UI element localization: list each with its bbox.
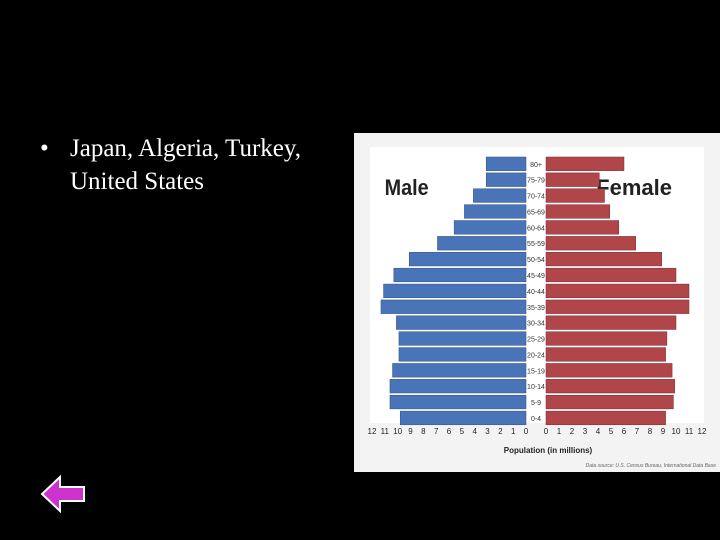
age-group-label: 5-9: [531, 400, 541, 407]
male-bar: [380, 299, 527, 314]
x-tick-label: 1: [511, 427, 516, 436]
male-bar: [437, 236, 527, 251]
x-tick-label: 3: [583, 427, 588, 436]
female-bar: [545, 394, 674, 410]
female-bar: [545, 236, 636, 251]
bullet-list: • Japan, Algeria, Turkey, United States: [40, 132, 340, 198]
male-bar: [473, 188, 527, 203]
female-bar: [545, 347, 666, 362]
male-bar: [393, 267, 527, 283]
male-bar: [396, 315, 527, 330]
x-tick-label: 4: [596, 427, 601, 436]
x-tick-label: 0: [544, 427, 549, 436]
age-group-label: 15-19: [527, 368, 545, 375]
x-tick-label: 9: [408, 427, 413, 436]
male-bar: [389, 379, 527, 394]
x-tick-label: 8: [421, 427, 426, 436]
x-tick-label: 7: [635, 427, 640, 436]
x-tick-label: 8: [648, 427, 653, 436]
x-tick-label: 12: [368, 427, 377, 436]
male-bar: [485, 156, 527, 171]
female-bar: [545, 363, 673, 378]
x-axis-title: Population (in millions): [504, 446, 593, 455]
male-label: Male: [385, 176, 429, 200]
arrow-shape: [40, 474, 85, 514]
female-bar: [545, 410, 666, 426]
age-group-label: 75-79: [527, 178, 545, 185]
female-bar: [545, 188, 605, 203]
female-bar: [545, 315, 677, 330]
age-group-label: 60-64: [527, 225, 545, 232]
female-bar: [545, 331, 668, 346]
bullet-dot: •: [40, 135, 49, 162]
male-bar: [392, 363, 527, 378]
female-bar: [545, 283, 690, 298]
female-bar: [545, 252, 662, 267]
x-tick-label: 3: [485, 427, 490, 436]
x-tick-label: 10: [393, 427, 402, 436]
age-group-label: 65-69: [527, 209, 545, 216]
bullet-text: Japan, Algeria, Turkey, United States: [70, 135, 301, 195]
age-group-label: 40-44: [527, 289, 545, 296]
x-tick-label: 2: [498, 427, 503, 436]
age-group-label: 50-54: [527, 257, 545, 264]
male-bar: [389, 394, 527, 410]
x-tick-label: 9: [661, 427, 666, 436]
x-tick-label: 1: [557, 427, 562, 436]
age-group-label: 55-59: [527, 241, 545, 248]
female-bar: [545, 172, 600, 187]
age-group-label: 10-14: [527, 384, 545, 391]
female-bar: [545, 156, 625, 171]
x-tick-label: 12: [698, 427, 707, 436]
x-tick-label: 11: [381, 427, 390, 436]
male-bar: [453, 220, 527, 235]
female-bar: [545, 204, 610, 219]
male-bar: [408, 252, 527, 267]
male-bar: [383, 283, 527, 298]
age-group-label: 20-24: [527, 352, 545, 359]
x-tick-label: 0: [524, 427, 529, 436]
male-bar: [464, 204, 527, 219]
male-bar: [398, 331, 527, 346]
x-tick-label: 6: [447, 427, 452, 436]
x-tick-label: 5: [460, 427, 465, 436]
x-tick-label: 2: [570, 427, 575, 436]
x-tick-label: 4: [472, 427, 477, 436]
source-note: Data source: U.S. Census Bureau, Interna…: [586, 463, 717, 469]
age-group-label: 45-49: [527, 273, 545, 280]
x-tick-label: 5: [609, 427, 614, 436]
female-label: Female: [596, 175, 672, 200]
pyramid-svg: Male Female80+75-7970-7465-6960-6455-5950…: [368, 147, 717, 469]
back-button[interactable]: [40, 474, 88, 514]
x-tick-label: 11: [685, 427, 694, 436]
bullet-item: • Japan, Algeria, Turkey, United States: [40, 132, 340, 198]
age-group-label: 80+: [530, 162, 542, 169]
male-bar: [485, 172, 527, 187]
male-bar: [399, 410, 527, 426]
left-arrow-icon[interactable]: [40, 474, 88, 514]
age-group-label: 35-39: [527, 305, 545, 312]
female-bar: [545, 220, 620, 235]
female-bar: [545, 379, 675, 394]
population-pyramid-chart: Male Female 80+ 75-79 70-74 65-69 60-64 55-59 50…: [354, 133, 720, 472]
male-bar: [398, 347, 527, 362]
age-group-label: 30-34: [527, 321, 545, 328]
age-group-label: 0-4: [531, 416, 541, 423]
x-tick-label: 7: [434, 427, 439, 436]
age-group-label: 70-74: [527, 194, 545, 201]
female-bar: [545, 299, 690, 314]
x-tick-label: 10: [672, 427, 681, 436]
female-bar: [545, 267, 677, 283]
x-tick-label: 6: [622, 427, 627, 436]
age-group-label: 25-29: [527, 337, 545, 344]
